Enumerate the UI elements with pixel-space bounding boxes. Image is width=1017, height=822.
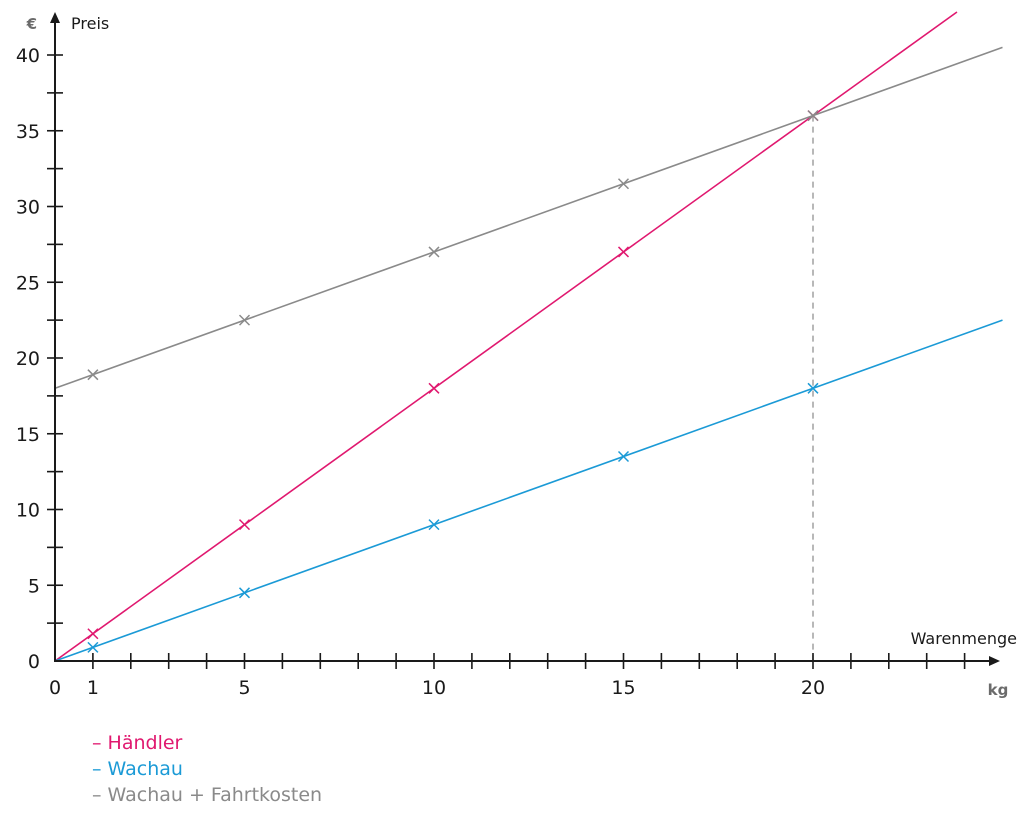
y-tick-label: 0 — [28, 651, 40, 673]
x-tick-label: 10 — [422, 677, 446, 699]
series-1-marker — [617, 246, 630, 258]
series-2-marker — [617, 450, 630, 463]
legend-item-2: – Wachau — [92, 758, 183, 780]
series-2-marker-stroke — [617, 450, 630, 463]
y-axis-title: Preis — [71, 14, 109, 33]
series-1-marker — [428, 382, 440, 394]
y-tick-label: 20 — [16, 348, 40, 370]
y-tick-label: 30 — [16, 197, 40, 219]
series-3-marker — [807, 110, 819, 122]
series-3-marker-stroke — [807, 110, 819, 122]
series-1-marker-stroke — [428, 382, 440, 394]
legend-item-3: – Wachau + Fahrtkosten — [92, 784, 323, 806]
series-3-line — [54, 46, 1003, 390]
y-tick-label: 25 — [16, 272, 40, 294]
x-tick-label: 20 — [801, 677, 825, 699]
x-tick-label: 15 — [611, 677, 635, 699]
series-2-marker-stroke — [87, 641, 99, 653]
series-3-marker — [87, 369, 99, 381]
series-3-marker-stroke — [617, 178, 630, 190]
y-tick-label: 15 — [16, 424, 40, 446]
y-tick-label: 35 — [16, 121, 40, 143]
series-2-marker — [238, 587, 251, 599]
x-tick-label: 1 — [87, 677, 99, 699]
axis-layer — [47, 12, 1000, 669]
series-1-marker — [238, 519, 251, 531]
series-2-marker-stroke — [807, 382, 819, 394]
series-2-marker — [428, 519, 440, 531]
series-3-marker-stroke — [87, 369, 99, 381]
series-layer — [54, 11, 1003, 662]
series-1-marker — [87, 628, 99, 640]
y-tick-label: 10 — [16, 500, 40, 522]
series-3-marker — [428, 246, 440, 258]
series-1-marker-stroke — [617, 246, 630, 258]
x-axis-unit: kg — [988, 681, 1009, 699]
series-2-marker-stroke — [428, 519, 440, 531]
series-3-marker-stroke — [238, 314, 251, 326]
x-axis-arrow — [989, 656, 1000, 666]
legend: – Händler – Wachau – Wachau + Fahrtkosten — [92, 730, 322, 808]
y-tick-label: 40 — [16, 45, 40, 67]
y-axis-arrow — [50, 12, 60, 23]
series-1-marker-stroke — [87, 628, 99, 640]
y-axis-unit: € — [26, 15, 37, 33]
label-layer: 0 1 5 10 15 200510152025303540Preis€Warenmeng… — [16, 14, 1017, 699]
legend-item-1: – Händler — [92, 732, 183, 754]
series-3-marker — [617, 178, 630, 190]
series-2-marker-stroke — [238, 587, 251, 599]
series-1-marker-stroke — [238, 519, 251, 531]
series-2-line — [54, 319, 1003, 662]
series-2-marker — [87, 641, 99, 653]
y-tick-label: 5 — [28, 575, 40, 597]
x-axis-title: Warenmenge — [911, 629, 1017, 648]
series-1-line — [54, 11, 958, 662]
series-3-marker — [238, 314, 251, 326]
series-3-marker-stroke — [428, 246, 440, 258]
x-tick-label: 5 — [238, 677, 250, 699]
x-tick-label: 0 — [49, 677, 61, 699]
series-2-marker — [807, 382, 819, 394]
